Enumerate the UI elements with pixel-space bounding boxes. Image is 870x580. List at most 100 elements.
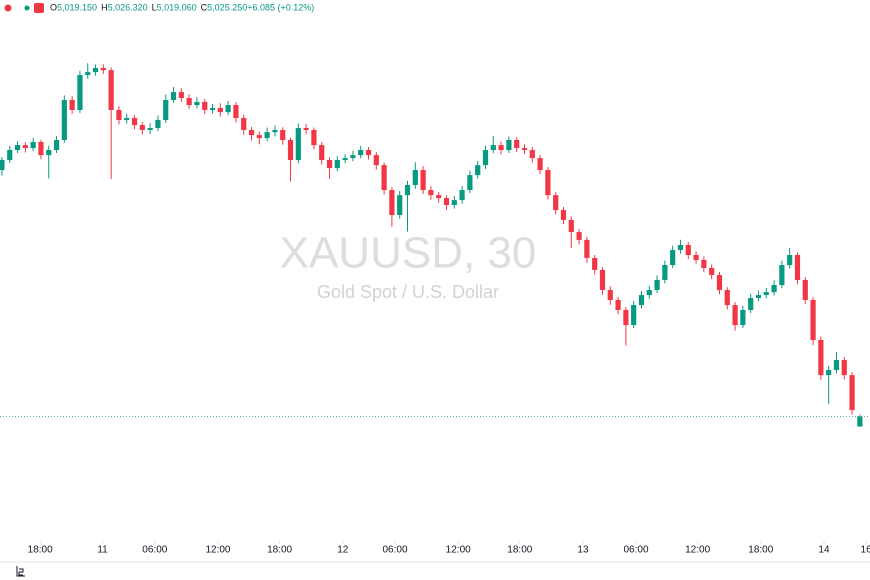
candle-body [365,150,372,156]
candle-body [592,257,598,270]
candle-body [295,128,301,161]
candle-body [467,175,473,191]
candle-body [802,279,808,300]
candle-body [22,145,28,149]
candle-body [209,108,216,110]
candle-body [459,190,465,201]
candle-body [412,170,418,185]
candle-body [584,239,590,258]
candle-body [319,145,325,161]
candle-body [490,145,496,151]
candle-body [287,140,294,161]
candle-body [303,128,309,131]
candle-body [615,299,621,310]
candle-body [794,255,801,280]
candle-body [740,309,746,326]
legend-value: +6.085 (+0.12%) [247,3,314,13]
candle-body [638,295,645,306]
candle-body [576,232,582,240]
candle-body [342,158,348,161]
candle-body [662,265,668,280]
x-tick-label: 18:00 [267,545,292,556]
candle-body [108,70,114,110]
watermark-subtitle: Gold Spot / U.S. Dollar [317,282,499,302]
x-tick-label: 06:00 [383,545,408,556]
candle-body [217,108,223,113]
candle-body [124,118,130,120]
legend-label: H [101,3,108,13]
x-tick-label: 14 [818,545,830,556]
x-tick-label: 12:00 [685,545,710,556]
candle-body [755,295,762,299]
candle-body [529,150,535,159]
candle-body [326,160,333,169]
candle-body [147,128,153,131]
candle-body [225,105,231,113]
x-tick-label: 16 [861,545,870,556]
candle-body [241,118,247,131]
x-tick-label: 18:00 [748,545,773,556]
x-tick-label: 13 [577,545,589,556]
candle-body [748,298,754,310]
x-tick-label: 12:00 [205,545,230,556]
candle-body [568,219,574,233]
candle-body [849,375,855,411]
candle-body [186,98,192,106]
footer-icon-path [16,566,25,577]
candle-body [451,200,457,205]
candle-body [646,289,652,296]
candle-body [537,158,543,171]
candle-body [498,145,504,151]
candle-body [92,67,99,73]
candle-body [560,210,567,220]
candle-body [139,125,145,131]
candle-body [131,118,138,126]
candle-body [178,92,184,99]
candle-body [623,309,629,326]
candle-body [202,101,208,110]
candle-body [693,255,699,260]
candle-body [7,150,13,161]
candle-body [272,130,278,133]
candle-body [701,259,707,268]
legend-value: 5,026.320 [108,3,148,13]
candle-body [53,140,60,151]
candle-body [436,195,442,199]
candle-body [709,267,715,276]
candle-body [0,160,5,171]
candle-body [248,130,255,136]
x-tick-label: 06:00 [624,545,649,556]
candle-body [155,120,161,129]
candle-body [61,99,67,141]
candle-body [381,165,387,191]
x-tick-label: 18:00 [28,545,53,556]
candle-body [833,360,840,371]
symbol-icon[interactable] [34,3,44,13]
candle-body [77,75,83,110]
candle-body [100,67,106,71]
candle-body [818,340,824,376]
candle-body [810,299,816,341]
candle-body [46,150,52,156]
candle-body [358,150,364,156]
footer-icon[interactable] [16,566,25,577]
candle-body [631,305,637,326]
candle-body [428,190,434,196]
legend-label: C [201,3,208,13]
candle-body [389,190,395,215]
candle-body [482,150,489,166]
candle-body [607,289,613,300]
x-tick-label: 18:00 [507,545,532,556]
candle-body [256,135,262,139]
candle-body [170,92,177,100]
indicator-dot [24,5,30,11]
candle-body [233,105,239,119]
legend-label: L [152,3,157,13]
candle-body [163,99,169,120]
candle-body [194,101,200,106]
candle-body [771,285,777,293]
candle-body [443,198,450,205]
candle-body [787,255,793,266]
candle-body [826,370,832,376]
candle-body [857,416,863,427]
